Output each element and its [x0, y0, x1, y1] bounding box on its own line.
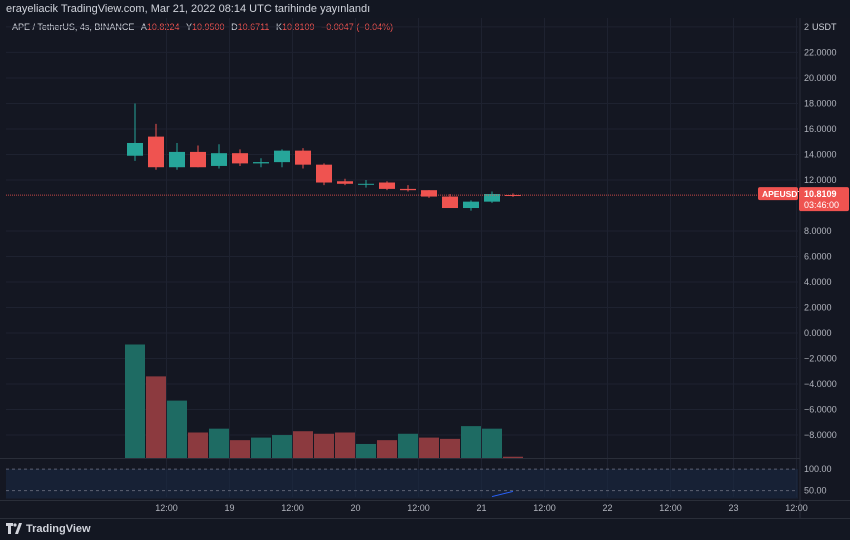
indicator-band — [6, 469, 798, 499]
candle-body — [484, 194, 500, 202]
candle-body — [169, 151, 185, 168]
volume-bar — [482, 428, 502, 458]
candle-body — [274, 150, 290, 163]
currency-label: USDT — [812, 22, 837, 32]
price-tick-label: −2.0000 — [804, 354, 837, 364]
volume-bar — [230, 440, 250, 458]
candle-body — [379, 182, 395, 189]
candle-body — [190, 151, 206, 168]
price-tick-label: 12.0000 — [804, 175, 837, 185]
price-tick-label: 18.0000 — [804, 98, 837, 108]
candle-body — [337, 181, 353, 184]
volume-bar — [398, 433, 418, 458]
price-tick-label: 6.0000 — [804, 251, 832, 261]
volume-bar — [461, 426, 481, 458]
time-tick-label: 12:00 — [785, 503, 808, 513]
candle-body — [253, 162, 269, 164]
price-badge-box — [799, 187, 849, 212]
price-tick-label: −8.0000 — [804, 430, 837, 440]
price-tick-label: −6.0000 — [804, 405, 837, 415]
price-tick-label: 0.0000 — [804, 328, 832, 338]
volume-bar — [146, 376, 166, 458]
time-tick-label: 12:00 — [407, 503, 430, 513]
tradingview-brand: TradingView — [26, 523, 91, 535]
price-tick-label: 4.0000 — [804, 277, 832, 287]
time-tick-label: 12:00 — [281, 503, 304, 513]
indicator-tick-label: 100.00 — [804, 464, 832, 474]
candle-body — [442, 196, 458, 209]
time-tick-label: 20 — [350, 503, 360, 513]
price-badge-symbol-box — [758, 187, 798, 201]
attribution-line: erayeliacik TradingView.com, Mar 21, 202… — [0, 0, 850, 18]
candle-body — [295, 150, 311, 165]
volume-bar — [419, 437, 439, 458]
time-tick-label: 12:00 — [155, 503, 178, 513]
candle-body — [316, 164, 332, 183]
price-badge-symbol: APEUSDT — [762, 189, 803, 199]
price-tick-label: 20.0000 — [804, 73, 837, 83]
volume-bar — [314, 433, 334, 458]
price-badge-value: 10.8109 — [804, 189, 837, 199]
candle-body — [211, 153, 227, 166]
indicator-tick-label: 50.00 — [804, 486, 827, 496]
candle-body — [148, 136, 164, 168]
volume-bar — [167, 400, 187, 458]
time-tick-label: 12:00 — [533, 503, 556, 513]
time-tick-label: 19 — [224, 503, 234, 513]
indicator-line — [491, 490, 514, 498]
candle-body — [127, 142, 143, 156]
volume-bar — [125, 344, 145, 458]
price-tick-label: 22.0000 — [804, 47, 837, 57]
price-tick-label: 2.0000 — [804, 303, 832, 313]
footer-bar: TradingView — [0, 518, 850, 540]
time-tick-label: 12:00 — [659, 503, 682, 513]
candle-body — [421, 190, 437, 197]
candle-body — [463, 201, 479, 209]
price-tick-label: 2 — [804, 22, 809, 32]
candle-body — [232, 153, 248, 164]
time-tick-label: 23 — [728, 503, 738, 513]
price-tick-label: 8.0000 — [804, 226, 832, 236]
candle-body — [358, 183, 374, 185]
price-chart[interactable]: USDT222.000020.000018.000016.000014.0000… — [0, 0, 850, 518]
volume-bar — [209, 428, 229, 458]
volume-bar — [251, 437, 271, 458]
volume-bar — [503, 456, 523, 458]
time-tick-label: 22 — [602, 503, 612, 513]
volume-bar — [377, 440, 397, 458]
volume-bar — [356, 443, 376, 458]
price-tick-label: 16.0000 — [804, 124, 837, 134]
price-tick-label: −4.0000 — [804, 379, 837, 389]
candle-body — [400, 188, 416, 191]
volume-bar — [293, 431, 313, 458]
volume-bar — [188, 432, 208, 458]
tradingview-logo-icon — [6, 523, 22, 534]
time-tick-label: 21 — [476, 503, 486, 513]
price-badge-countdown: 03:46:00 — [804, 200, 839, 210]
tradingview-logo[interactable]: TradingView — [6, 523, 91, 535]
volume-bar — [272, 435, 292, 458]
price-tick-label: 14.0000 — [804, 149, 837, 159]
volume-bar — [440, 438, 460, 458]
volume-bar — [335, 432, 355, 458]
